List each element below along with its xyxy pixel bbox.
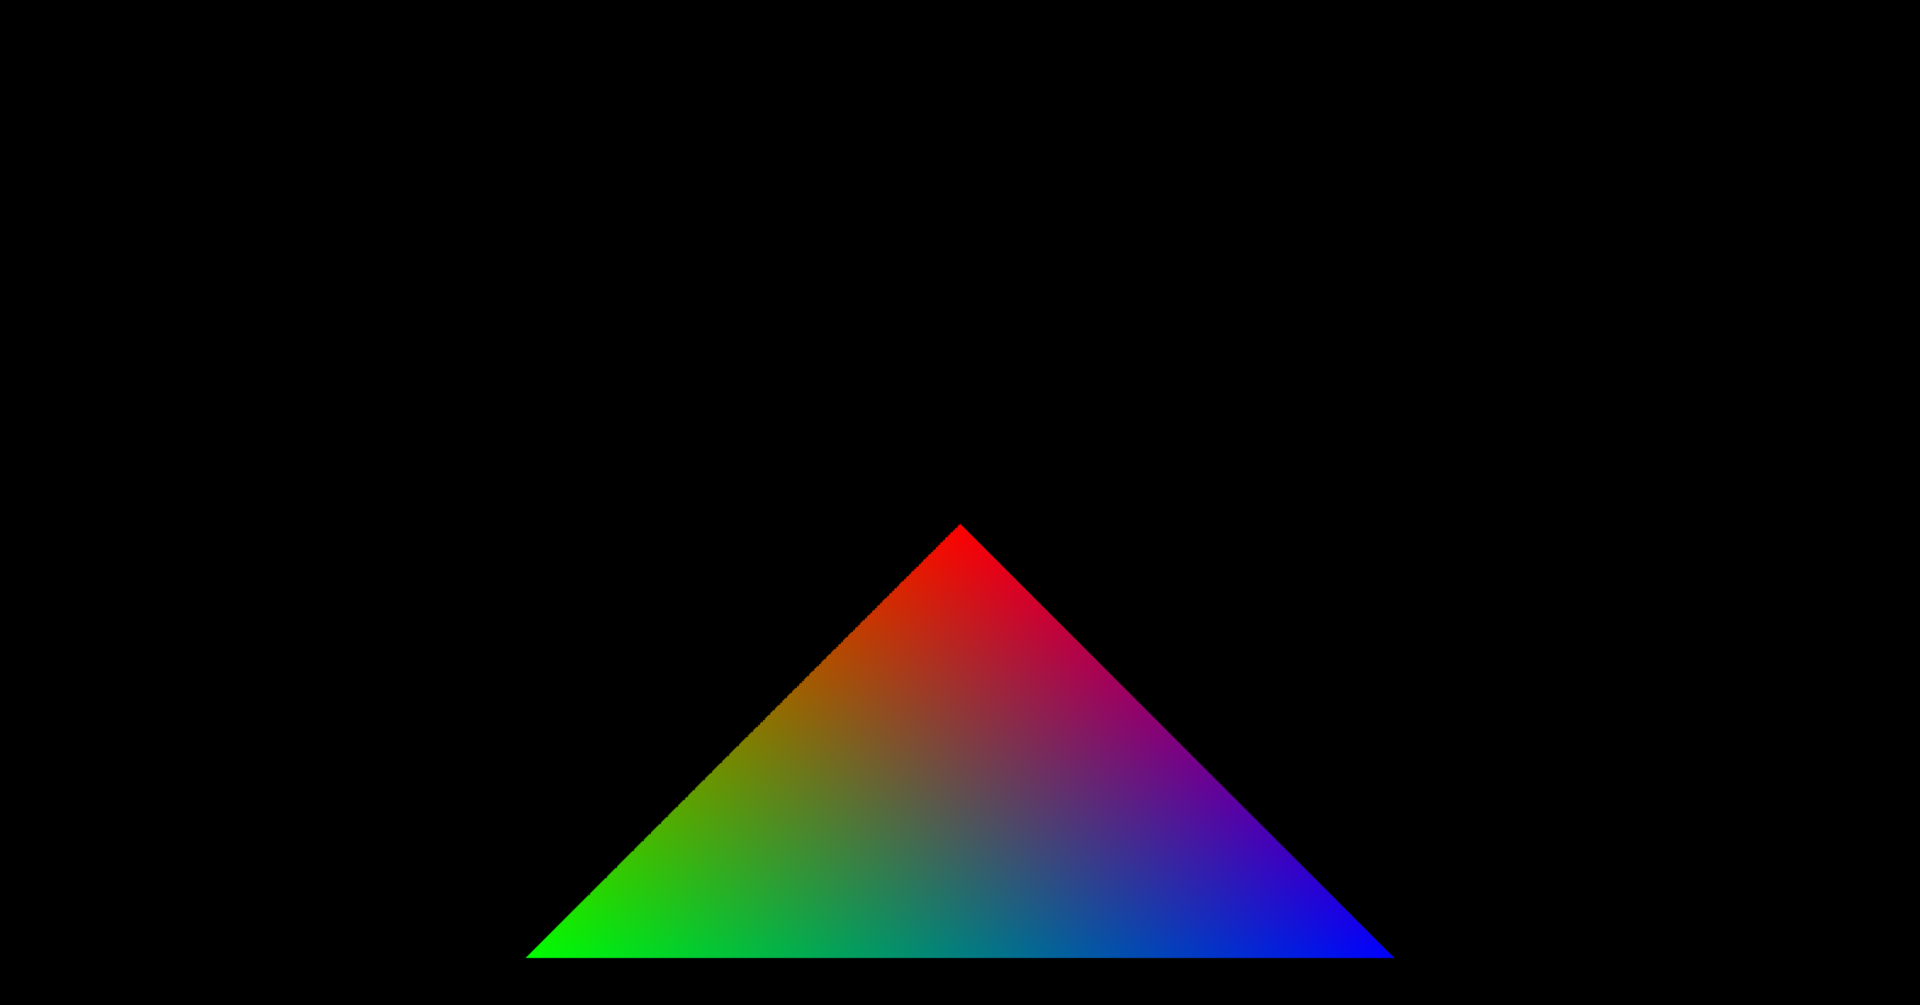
gradient-triangle-canvas [0, 0, 1920, 1005]
render-viewport [0, 0, 1920, 1005]
